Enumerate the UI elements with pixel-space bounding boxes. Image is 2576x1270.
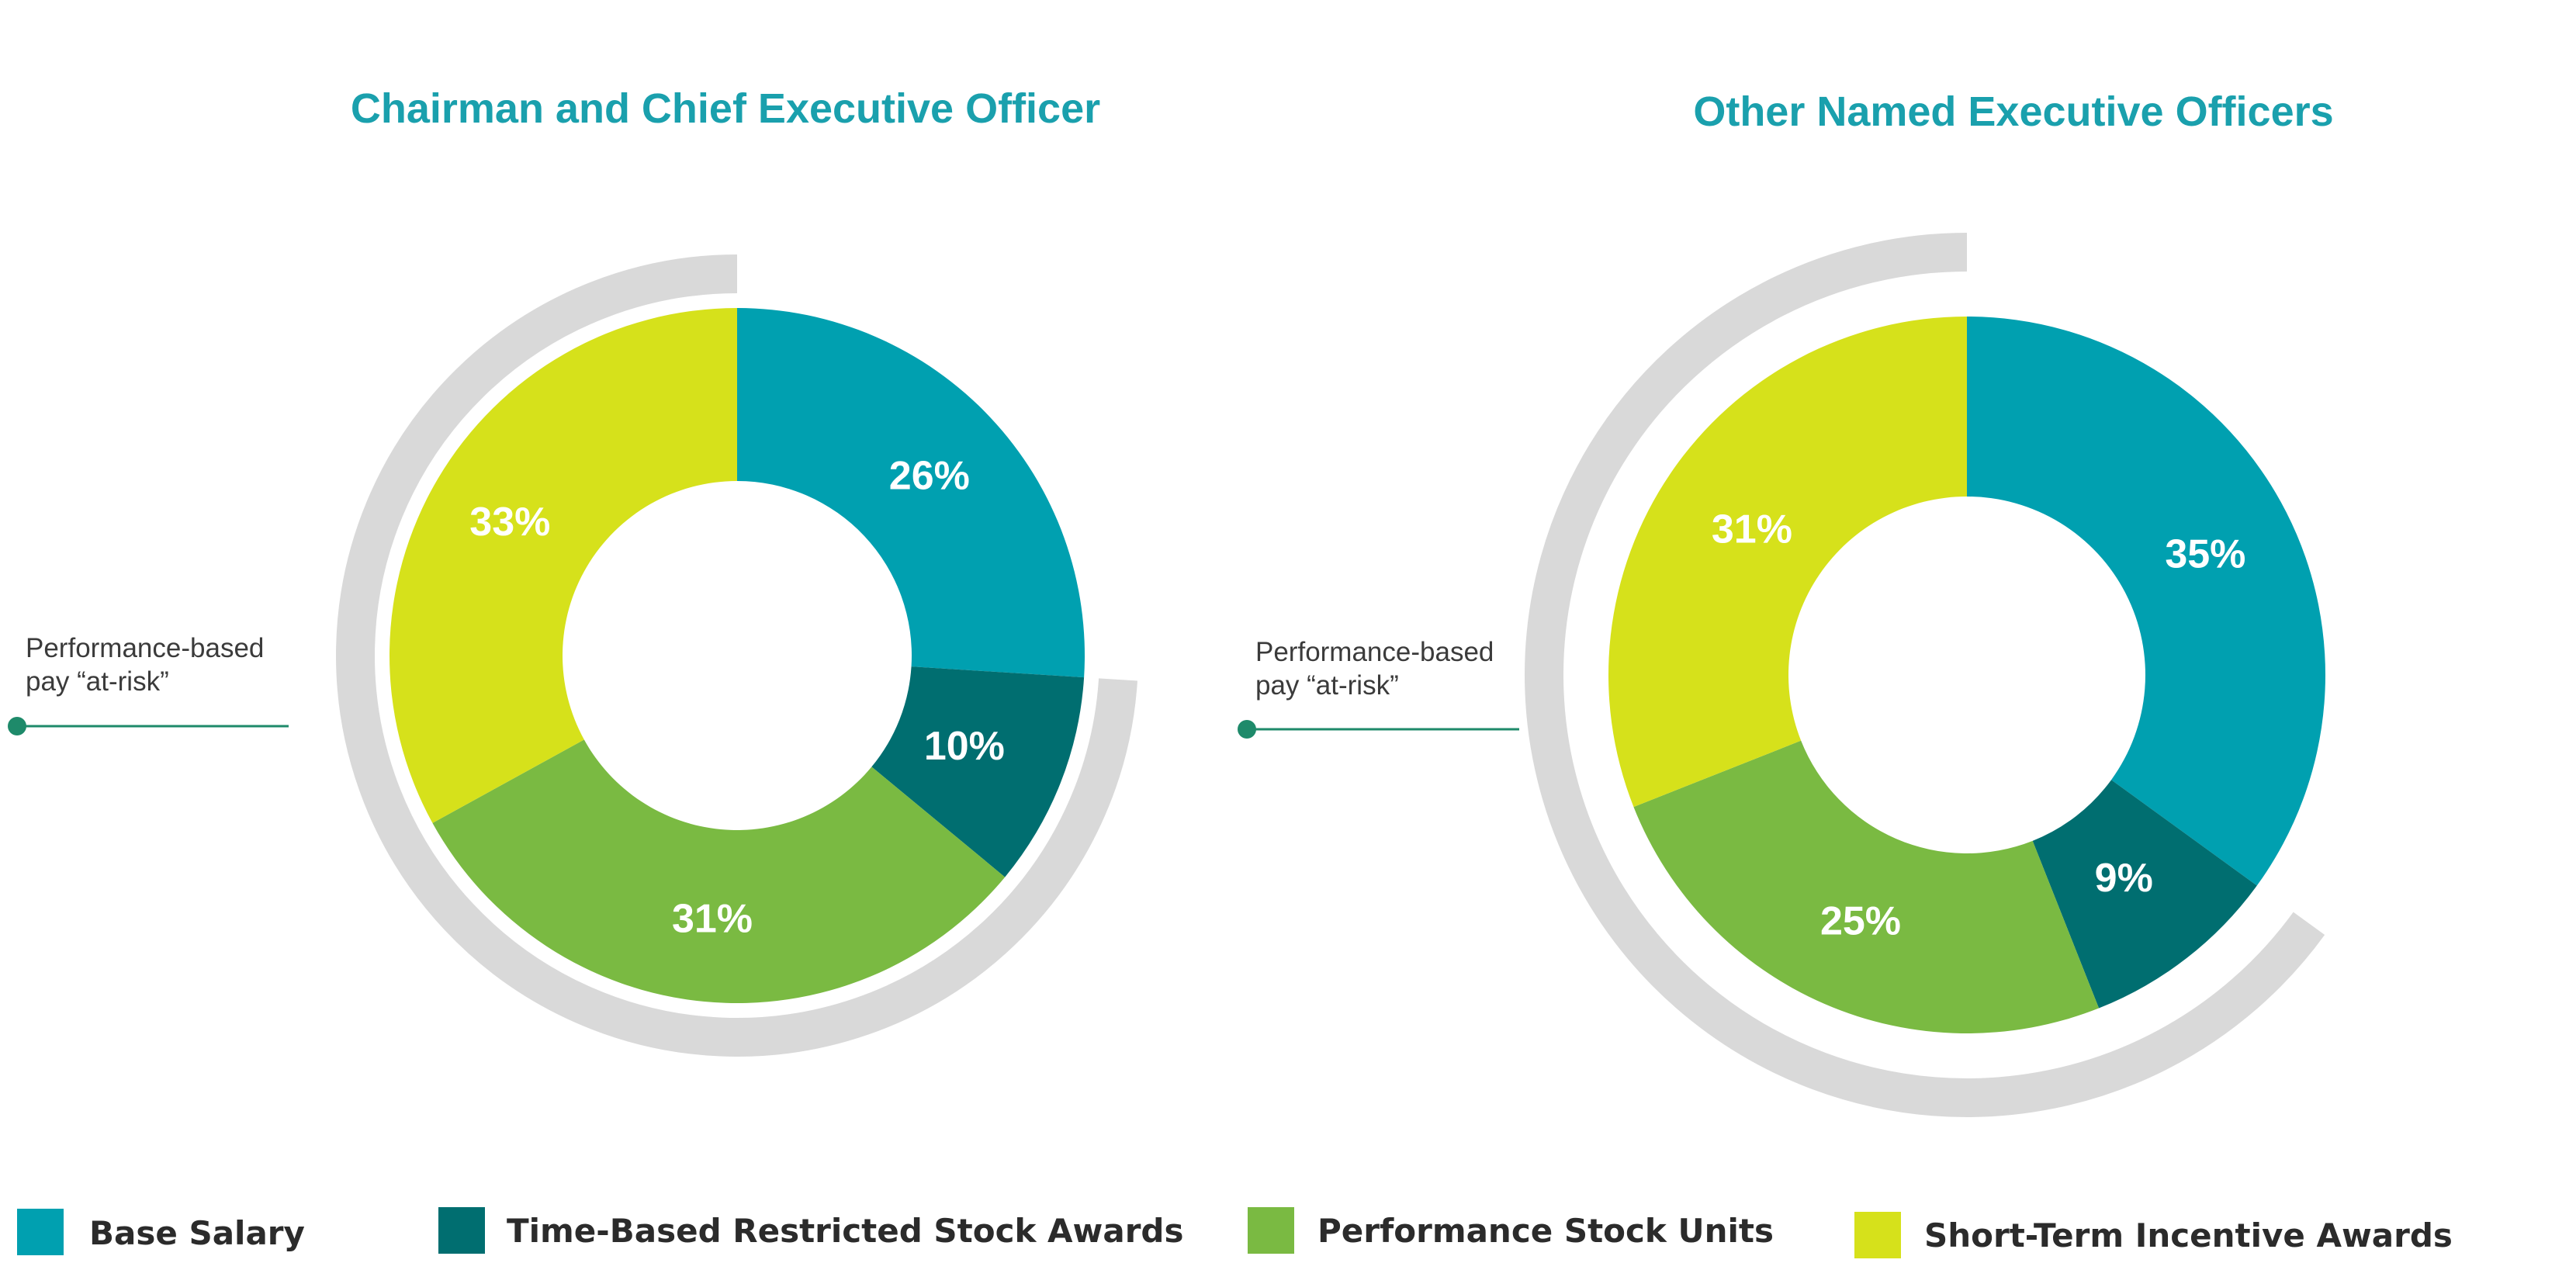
data-label-short-term-incentive-awards-neo: 31%	[1712, 507, 1792, 552]
legend-swatch-performance-stock-units	[1248, 1207, 1294, 1254]
slice-base-salary-neo	[1967, 317, 2325, 886]
legend-item-short-term-incentive: Short-Term Incentive Awards	[1854, 1212, 2453, 1258]
callout-line2-neo: pay “at-risk”	[1255, 670, 1399, 701]
slice-time-based-restricted-stock-awards-neo	[2032, 780, 2257, 1009]
legend-label-base-salary: Base Salary	[89, 1214, 305, 1252]
legend-swatch-short-term-incentive	[1854, 1212, 1901, 1258]
callout-neo: Performance-based pay “at-risk”	[1238, 637, 1519, 739]
chart-title-neo: Other Named Executive Officers	[1693, 88, 2333, 135]
data-label-time-based-restricted-stock-awards-neo: 9%	[2095, 856, 2153, 901]
legend-swatch-time-based-restricted	[438, 1207, 485, 1254]
data-label-performance-stock-units-ceo: 31%	[672, 896, 753, 941]
callout-ceo: Performance-based pay “at-risk”	[8, 633, 289, 735]
legend: Base Salary Time-Based Restricted Stock …	[17, 1207, 2453, 1258]
slice-short-term-incentive-awards-neo	[1608, 317, 1967, 808]
legend-label-performance-stock-units: Performance Stock Units	[1317, 1212, 1774, 1250]
data-label-performance-stock-units-neo: 25%	[1820, 899, 1901, 944]
data-label-base-salary-ceo: 26%	[889, 453, 970, 498]
slice-performance-stock-units-neo	[1633, 740, 2100, 1033]
callout-line1-ceo: Performance-based	[26, 633, 264, 663]
callout-dot-ceo	[8, 717, 26, 735]
legend-label-time-based-restricted: Time-Based Restricted Stock Awards	[507, 1212, 1183, 1250]
slice-performance-stock-units-ceo	[432, 739, 1006, 1004]
data-label-short-term-incentive-awards-ceo: 33%	[469, 500, 550, 545]
callout-dot-neo	[1238, 720, 1256, 739]
slice-base-salary-ceo	[737, 308, 1085, 678]
at-risk-bracket-neo	[1525, 233, 2325, 1117]
legend-item-performance-stock-units: Performance Stock Units	[1248, 1207, 1774, 1254]
chart-title-ceo: Chairman and Chief Executive Officer	[351, 85, 1100, 132]
donut-neo: 35% 9% 25% 31%	[1608, 317, 2325, 1033]
data-label-base-salary-neo: 35%	[2165, 531, 2245, 576]
donut-ceo: 26% 10% 31% 33%	[389, 308, 1085, 1004]
callout-line2-ceo: pay “at-risk”	[26, 666, 169, 697]
chart-ceo: Chairman and Chief Executive Officer 26%…	[8, 85, 1137, 1057]
legend-item-base-salary: Base Salary	[17, 1209, 305, 1255]
at-risk-bracket-ceo	[336, 254, 1137, 1057]
slice-time-based-restricted-stock-awards-ceo	[871, 666, 1085, 877]
legend-label-short-term-incentive: Short-Term Incentive Awards	[1924, 1216, 2453, 1254]
callout-line1-neo: Performance-based	[1255, 637, 1494, 667]
data-label-time-based-restricted-stock-awards-ceo: 10%	[924, 724, 1005, 769]
legend-item-time-based-restricted: Time-Based Restricted Stock Awards	[438, 1207, 1183, 1254]
chart-neo: Other Named Executive Officers 35%9%25%3…	[1238, 88, 2334, 1117]
slice-short-term-incentive-awards-ceo	[389, 308, 737, 823]
legend-swatch-base-salary	[17, 1209, 64, 1255]
